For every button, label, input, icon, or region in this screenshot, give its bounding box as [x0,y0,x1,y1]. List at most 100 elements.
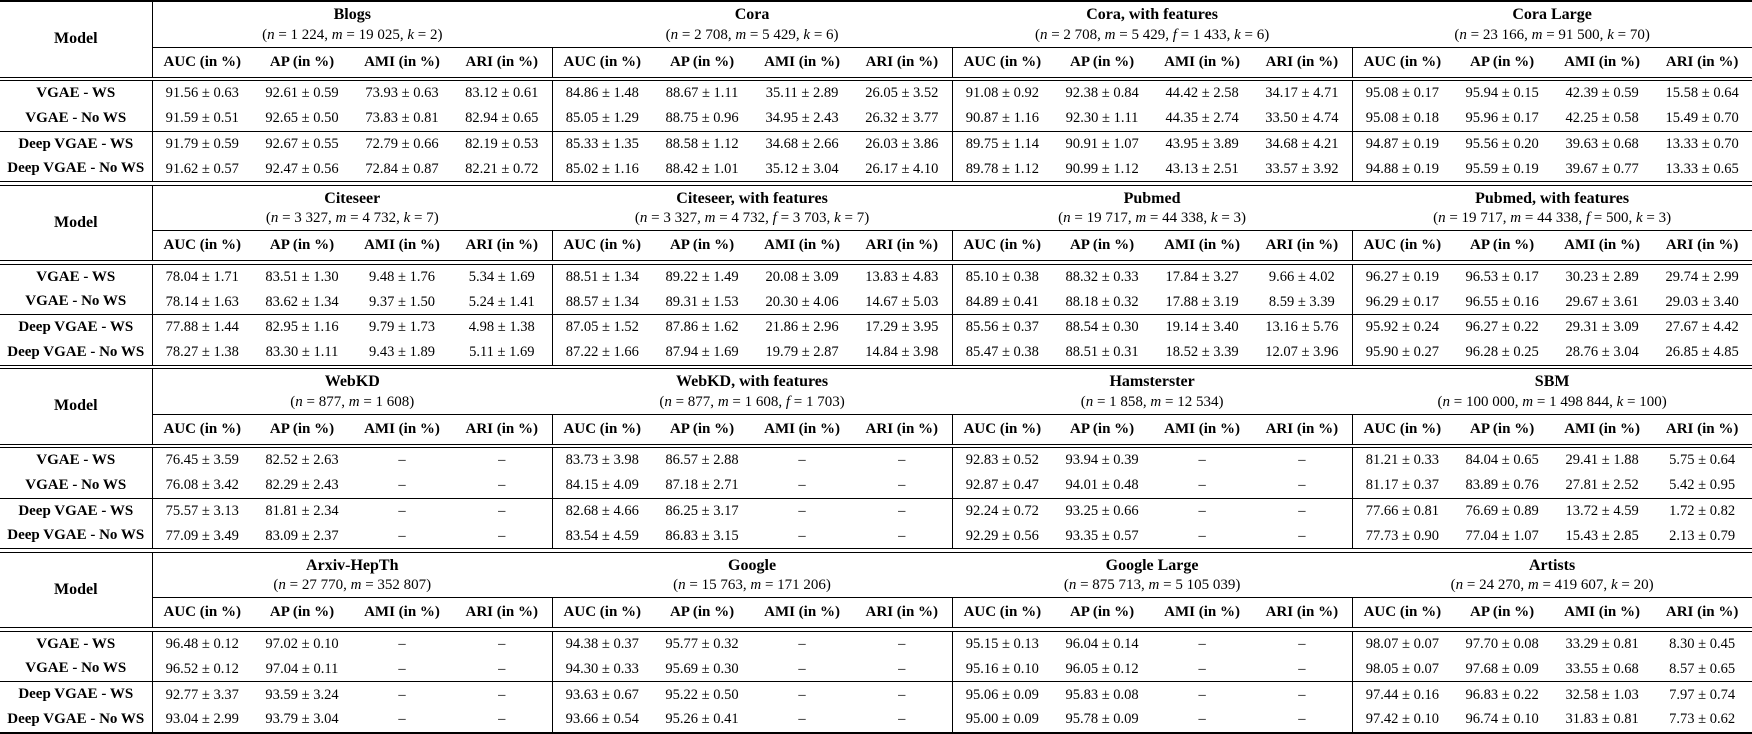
metric-value-cell: 42.25 ± 0.58 [1565,110,1639,127]
metric-column-header: AP (in %) [269,604,335,621]
metric-value-cell: 96.53 ± 0.17 [1465,268,1539,285]
metric-column-header: AP (in %) [269,420,335,437]
dataset-name: SBM [1534,373,1570,391]
metric-value-cell: 32.58 ± 1.03 [1552,681,1653,707]
metric-value-cell: 96.52 ± 0.12 [165,660,239,677]
metric-value-cell: 88.51 ± 0.31 [1065,344,1139,361]
metric-value-cell: 82.52 ± 2.63 [265,452,339,469]
metric-column-header: AUC (in %) [951,230,1053,261]
metric-value-cell: 96.83 ± 0.22 [1452,681,1553,707]
metric-value-cell: – [1298,660,1306,677]
metric-value-cell: 96.27 ± 0.22 [1452,314,1553,340]
metric-value-cell: – [398,660,406,677]
metric-value-cell: 29.41 ± 1.88 [1565,452,1639,469]
metric-value-cell: 93.63 ± 0.67 [551,681,653,707]
results-table-block-3: Model WebKD (n = 877, m = 1 608) WebKD, wit… [0,369,1752,549]
dataset-params: (n = 2 708, m = 5 429, f = 1 433, k = 6) [1034,26,1270,43]
dataset-name: Arxiv-HepTh [306,556,399,574]
metric-value-cell: 90.91 ± 1.07 [1052,130,1153,157]
metric-value-cell: 88.58 ± 1.12 [652,130,753,157]
metric-value-cell: 26.03 ± 3.86 [852,130,953,157]
dataset-title-row: Model Blogs (n = 1 224, m = 19 025, k = 2)… [0,2,1752,78]
dataset-params: (n = 2 708, m = 5 429, k = 6) [665,26,839,43]
metric-value-cell: 77.04 ± 1.07 [1465,527,1539,544]
metric-column-header: AMI (in %) [764,420,840,437]
metric-value-cell: 84.15 ± 4.09 [551,472,653,499]
metric-value-cell: – [498,477,506,494]
metric-value-cell: 9.43 ± 1.89 [369,344,435,361]
dataset-name: Citeseer, with features [676,189,828,207]
metric-value-cell: 9.79 ± 1.73 [352,314,452,340]
metric-value-cell: 39.67 ± 0.77 [1565,160,1639,177]
model-row-label: VGAE - No WS [0,656,153,682]
metric-value-cell: 95.08 ± 0.18 [1351,105,1453,132]
table-row: Deep VGAE - No WS 91.62 ± 0.57 92.47 ± 0.5… [0,156,1752,182]
metric-value-cell: – [398,711,406,728]
metric-value-cell: 93.79 ± 3.04 [265,711,339,728]
metric-column-header: AP (in %) [1069,604,1135,621]
metric-value-cell: – [752,497,853,524]
dataset-title-row: Model Arxiv-HepTh (n = 27 770, m = 352 807… [0,552,1752,628]
metric-value-cell: 85.33 ± 1.35 [551,130,653,157]
metric-value-cell: 19.14 ± 3.40 [1152,314,1253,340]
metric-column-header: ARI (in %) [465,53,539,70]
metric-value-cell: 95.56 ± 0.20 [1452,130,1553,157]
metric-value-cell: 92.24 ± 0.72 [951,497,1053,524]
dataset-name: Google Large [1105,556,1199,574]
metric-value-cell: – [1298,711,1306,728]
metric-value-cell: 81.81 ± 2.34 [252,497,352,524]
metric-value-cell: 34.68 ± 2.66 [752,130,853,157]
table-row: VGAE - No WS 96.52 ± 0.12 97.04 ± 0.11 – – 94… [0,656,1752,682]
metric-column-header: ARI (in %) [1665,237,1739,254]
dataset-header: WebKD (n = 877, m = 1 608) [152,369,553,415]
metric-column-header: AP (in %) [1470,53,1535,70]
metric-value-cell: 84.86 ± 1.48 [551,80,653,106]
metric-column-header: ARI (in %) [1665,420,1739,437]
dataset-name: Google [728,556,777,574]
metric-value-cell: – [1152,681,1253,707]
dataset-header: Pubmed, with features (n = 19 717, m = 44… [1352,185,1752,232]
metric-value-cell: 13.83 ± 4.83 [865,268,939,285]
metric-value-cell: 92.77 ± 3.37 [152,681,252,707]
metric-value-cell: 92.61 ± 0.59 [265,85,339,102]
dataset-name: Blogs [333,6,371,23]
metric-value-cell: 93.25 ± 0.66 [1052,497,1153,524]
dataset-name: Pubmed [1123,189,1181,207]
table-row: Deep VGAE - No WS 78.27 ± 1.38 83.30 ± 1.1… [0,339,1752,365]
metric-value-cell: 72.79 ± 0.66 [352,130,452,157]
metric-value-cell: 95.08 ± 0.17 [1351,80,1453,106]
dataset-params: (n = 19 717, m = 44 338, k = 3) [1058,210,1247,227]
metric-column-header: ARI (in %) [1665,53,1739,70]
metric-value-cell: 96.04 ± 0.14 [1065,636,1139,652]
metric-header-row: AUC (in %) AP (in %) AMI (in %) ARI (in %) A… [0,414,1752,445]
metric-value-cell: 91.59 ± 0.51 [165,110,239,127]
metric-value-cell: 42.39 ± 0.59 [1565,85,1639,102]
metric-column-header: ARI (in %) [1665,604,1739,621]
metric-column-header: AP (in %) [669,53,735,70]
model-row-label: Deep VGAE - WS [0,681,153,707]
metric-value-cell: 87.22 ± 1.66 [551,339,653,365]
metric-value-cell: 83.89 ± 0.76 [1465,477,1539,494]
dataset-params: (n = 877, m = 1 608, f = 1 703) [659,393,845,410]
metric-value-cell: 94.87 ± 0.19 [1351,130,1453,157]
metric-value-cell: 98.07 ± 0.07 [1351,631,1453,657]
block-separator-rule [0,364,1752,370]
metric-value-cell: 83.09 ± 2.37 [265,527,339,544]
table-row: Deep VGAE - WS 91.79 ± 0.59 92.67 ± 0.55 72… [0,130,1752,157]
model-row-label: VGAE - WS [0,447,153,473]
metric-value-cell: 78.27 ± 1.38 [165,344,239,361]
metric-column-header: AMI (in %) [1164,604,1240,621]
dataset-header: Google (n = 15 763, m = 171 206) [552,552,953,599]
table-row: VGAE - No WS 78.14 ± 1.63 83.62 ± 1.34 9.37… [0,289,1752,315]
dataset-name: Artists [1529,556,1576,574]
metric-value-cell: 88.54 ± 0.30 [1052,314,1153,340]
metric-value-cell: 7.97 ± 0.74 [1652,681,1752,707]
metric-value-cell: 93.59 ± 3.24 [252,681,352,707]
metric-value-cell: 87.94 ± 1.69 [665,344,739,361]
metric-column-header: AUC (in %) [163,604,242,621]
metric-column-header: ARI (in %) [465,604,539,621]
metric-value-cell: – [1252,681,1353,707]
metric-value-cell: 95.78 ± 0.09 [1065,711,1139,728]
metric-value-cell: – [498,452,506,469]
